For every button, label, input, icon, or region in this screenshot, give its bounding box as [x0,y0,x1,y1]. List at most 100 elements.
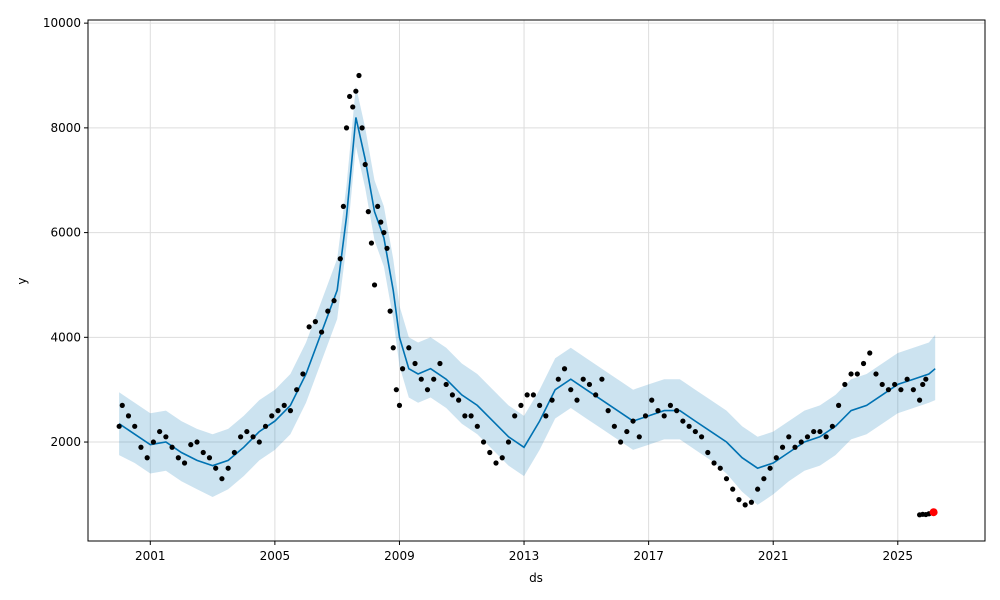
observed-point [811,428,817,435]
observed-point [256,439,262,445]
observed-point [755,486,761,492]
observed-point [667,402,674,408]
observed-point [225,465,231,471]
observed-point [767,465,773,471]
observed-point [375,203,381,210]
observed-point [649,397,655,403]
observed-point [792,444,798,450]
observed-point [505,439,512,445]
observed-point [393,387,399,393]
observed-point [543,413,549,419]
observed-point [365,209,371,215]
observed-point [873,371,879,377]
observed-point [580,376,586,382]
observed-point [431,376,437,382]
observed-point [923,376,929,382]
observed-point [347,93,353,100]
observed-point [275,408,281,414]
observed-point [842,381,848,388]
observed-point [748,499,755,505]
y-tick-label: 6000 [50,226,81,240]
observed-point [181,460,188,466]
observed-point [885,387,892,393]
observed-point [318,329,325,335]
x-tick-label: 2017 [633,549,664,563]
observed-point [449,392,456,398]
observed-point [219,476,225,482]
observed-point [281,402,287,408]
observed-point [798,439,804,445]
observed-point [711,460,717,466]
observed-point [194,439,200,445]
observed-point [175,455,181,461]
observed-point [920,381,926,388]
observed-point [537,402,543,408]
observed-point [343,125,350,131]
y-tick-label: 10000 [43,16,81,30]
observed-point [898,387,904,393]
observed-point [860,360,867,367]
observed-point [238,434,244,440]
observed-point [692,428,698,435]
observed-point [294,387,300,393]
observed-point [786,434,792,440]
observed-point [599,376,605,382]
observed-point [144,455,150,461]
observed-point [879,381,885,388]
observed-point [399,366,406,372]
observed-point [462,413,468,419]
highlight-series [929,508,938,517]
observed-point [418,376,424,382]
observed-point [555,376,561,382]
observed-point [512,413,518,419]
observed-point [412,360,418,367]
observed-point [474,423,480,429]
highlight-point [929,508,938,517]
observed-point [262,423,269,429]
observed-point [655,408,661,414]
observed-point [493,460,499,466]
observed-point [680,418,686,424]
observed-point [904,376,910,382]
y-tick-label: 4000 [50,330,81,344]
observed-point [867,350,873,356]
observed-point [779,444,786,450]
observed-point [910,387,916,393]
observed-point [443,381,449,388]
observed-point [723,476,730,482]
observed-point [331,298,337,304]
x-axis-label: ds [529,571,543,585]
observed-point [468,413,474,419]
observed-point [206,455,213,461]
observed-point [630,418,636,424]
observed-point [116,423,122,429]
observed-point [306,324,312,330]
observed-point [499,455,505,461]
observed-point [340,203,346,210]
observed-point [381,229,387,236]
observed-point [574,397,580,403]
grid [88,20,985,541]
observed-point [530,392,536,398]
y-axis: 2000 4000 6000 8000 10000 [43,16,88,449]
observed-point [244,428,250,435]
observed-point [698,434,705,440]
observed-point [169,444,175,450]
observed-point [188,442,194,448]
observed-point [325,308,331,314]
observed-point [686,423,692,429]
y-tick-label: 8000 [50,121,81,135]
observed-point [378,219,384,225]
observed-point [674,408,680,414]
observed-point [617,439,624,445]
observed-point [213,465,219,471]
observed-point [138,444,144,450]
observed-point [892,381,898,388]
observed-point [312,319,318,325]
observed-point [636,434,642,440]
observed-point [350,104,356,110]
observed-point [605,408,611,414]
x-tick-label: 2025 [883,549,914,563]
observed-point [269,413,275,419]
